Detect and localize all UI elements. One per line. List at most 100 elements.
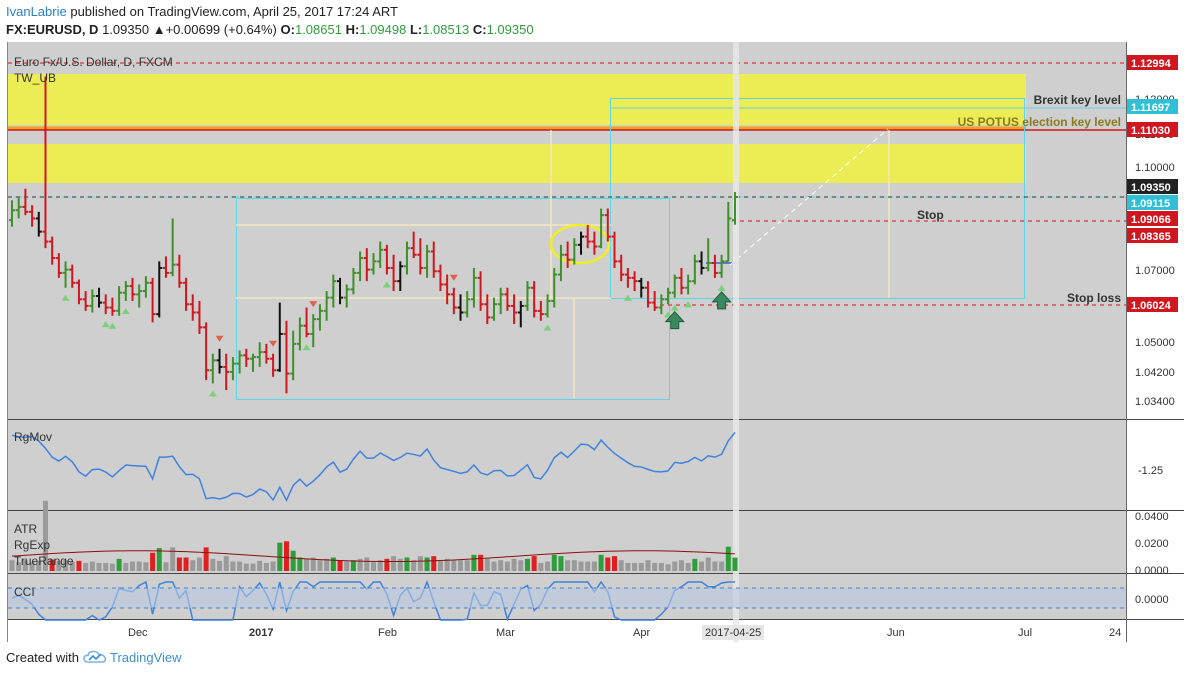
true-range-bar bbox=[42, 500, 48, 571]
true-range-bar bbox=[411, 560, 417, 571]
true-range-bar bbox=[658, 562, 664, 571]
true-range-bar bbox=[672, 561, 678, 571]
high-label: H: bbox=[345, 22, 360, 37]
true-range-bar bbox=[404, 557, 410, 571]
true-range-bar bbox=[317, 560, 323, 571]
true-range-bar bbox=[645, 560, 651, 571]
time-axis[interactable]: Dec 2017 Feb Mar Apr 2017-04-25 Jun Jul … bbox=[128, 625, 1121, 640]
true-range-bar bbox=[538, 562, 544, 571]
ohlc-bar bbox=[685, 274, 692, 295]
ohlc-bar bbox=[430, 241, 437, 278]
true-range-bar bbox=[163, 562, 169, 571]
true-range-bar bbox=[437, 560, 443, 571]
true-range-bar bbox=[571, 560, 577, 571]
rgmov-line bbox=[11, 432, 736, 503]
true-range-bar bbox=[297, 557, 303, 571]
true-range-bar bbox=[63, 560, 69, 571]
true-range-bar bbox=[551, 554, 557, 571]
ohlc-bar bbox=[651, 291, 658, 311]
ohlc-bar bbox=[35, 211, 42, 237]
ohlc-bar bbox=[129, 277, 136, 301]
ohlc-bar bbox=[263, 343, 270, 364]
ohlc-bar bbox=[122, 281, 129, 301]
ohlc-bar bbox=[698, 251, 705, 275]
ohlc-bar bbox=[544, 294, 551, 318]
true-range-bar bbox=[130, 561, 135, 571]
true-range-bar bbox=[344, 561, 350, 571]
ohlc-bar bbox=[397, 261, 404, 292]
ohlc-bar bbox=[725, 201, 732, 263]
ohlc-bar bbox=[390, 254, 397, 292]
price-tag: 1.06024 bbox=[1127, 297, 1178, 312]
true-range-bar bbox=[210, 558, 216, 571]
ohlc-bar bbox=[29, 205, 36, 227]
ohlc-bar bbox=[705, 238, 712, 272]
current-date-highlight bbox=[733, 42, 739, 642]
true-range-bar bbox=[190, 560, 196, 571]
rgmov-pane[interactable] bbox=[7, 420, 1126, 510]
buy-signal-icon bbox=[121, 307, 130, 314]
rgmov-line-group bbox=[11, 432, 736, 503]
true-range-bar bbox=[29, 562, 35, 571]
ohlc-bar bbox=[149, 277, 156, 323]
author-link[interactable]: IvanLabrie bbox=[6, 4, 67, 19]
buy-signal-icon bbox=[382, 281, 391, 288]
ohlc-bar bbox=[209, 353, 216, 384]
ohlc-bar bbox=[256, 342, 263, 367]
true-range-bar bbox=[22, 560, 28, 571]
ohlc-bar bbox=[624, 267, 631, 288]
stop-loss-annotation: Stop loss bbox=[1067, 291, 1121, 305]
current-date-box bbox=[702, 625, 764, 640]
low-label: L: bbox=[409, 22, 423, 37]
price-axis[interactable]: 1.12000 1.11000 1.10000 1.07000 1.05000 … bbox=[1135, 94, 1175, 408]
price-tag-label: 1.09115 bbox=[1131, 198, 1170, 210]
ohlc-bar bbox=[437, 264, 444, 292]
true-range-bar bbox=[56, 560, 62, 571]
ohlc-bar bbox=[229, 357, 236, 381]
ohlc-bar bbox=[571, 238, 578, 265]
ohlc-bar bbox=[109, 297, 116, 316]
ohlc-bar bbox=[49, 236, 56, 265]
true-range-bar bbox=[545, 561, 551, 571]
price-tag-label: 1.12994 bbox=[1131, 58, 1172, 70]
ohlc-bar bbox=[330, 274, 337, 308]
buy-signal-icon bbox=[664, 311, 673, 318]
ohlc-bar bbox=[203, 322, 210, 381]
true-range-bar bbox=[451, 560, 457, 571]
ohlc-bar bbox=[497, 287, 504, 315]
atr-tick: 0.0400 bbox=[1135, 511, 1169, 523]
true-range-bar bbox=[444, 558, 450, 571]
ohlc-bar bbox=[470, 267, 477, 308]
open-value: 1.08651 bbox=[294, 22, 342, 37]
true-range-bar bbox=[524, 558, 530, 571]
true-range-bar bbox=[732, 557, 738, 571]
ohlc-bar bbox=[450, 287, 457, 315]
true-range-bar bbox=[431, 556, 437, 571]
true-range-bar bbox=[183, 557, 189, 571]
ohlc-bar bbox=[551, 267, 558, 308]
true-range-bar bbox=[263, 562, 269, 571]
chart-area[interactable]: Euro Fx/U.S. Dollar, D, FXCM TW_UB RgMov… bbox=[0, 42, 1184, 647]
true-range-bar bbox=[484, 558, 490, 571]
ohlc-bar bbox=[196, 300, 203, 334]
ohlc-bar bbox=[176, 254, 183, 288]
true-range-bar bbox=[150, 552, 156, 571]
ohlc-bar bbox=[102, 294, 109, 315]
true-range-bar bbox=[424, 557, 430, 571]
true-range-bar bbox=[237, 561, 243, 571]
true-range-bar bbox=[290, 550, 296, 571]
true-range-bar bbox=[578, 561, 584, 571]
true-range-bar bbox=[725, 546, 731, 571]
ohlc-bar bbox=[665, 287, 672, 305]
high-value: 1.09498 bbox=[359, 22, 407, 37]
ohlc-bar bbox=[189, 294, 196, 321]
price-tag-label: 1.08365 bbox=[1131, 231, 1171, 243]
sell-signal-icon bbox=[269, 340, 278, 347]
entry-arrow-icon bbox=[711, 291, 732, 310]
buy-signal-icon bbox=[208, 390, 217, 397]
stop-annotation: Stop bbox=[917, 208, 944, 222]
price-tag: 1.11030 bbox=[1127, 122, 1178, 137]
projection-box-right bbox=[610, 98, 1025, 299]
tradingview-link[interactable]: TradingView bbox=[110, 650, 182, 665]
true-range-bar bbox=[337, 560, 343, 571]
